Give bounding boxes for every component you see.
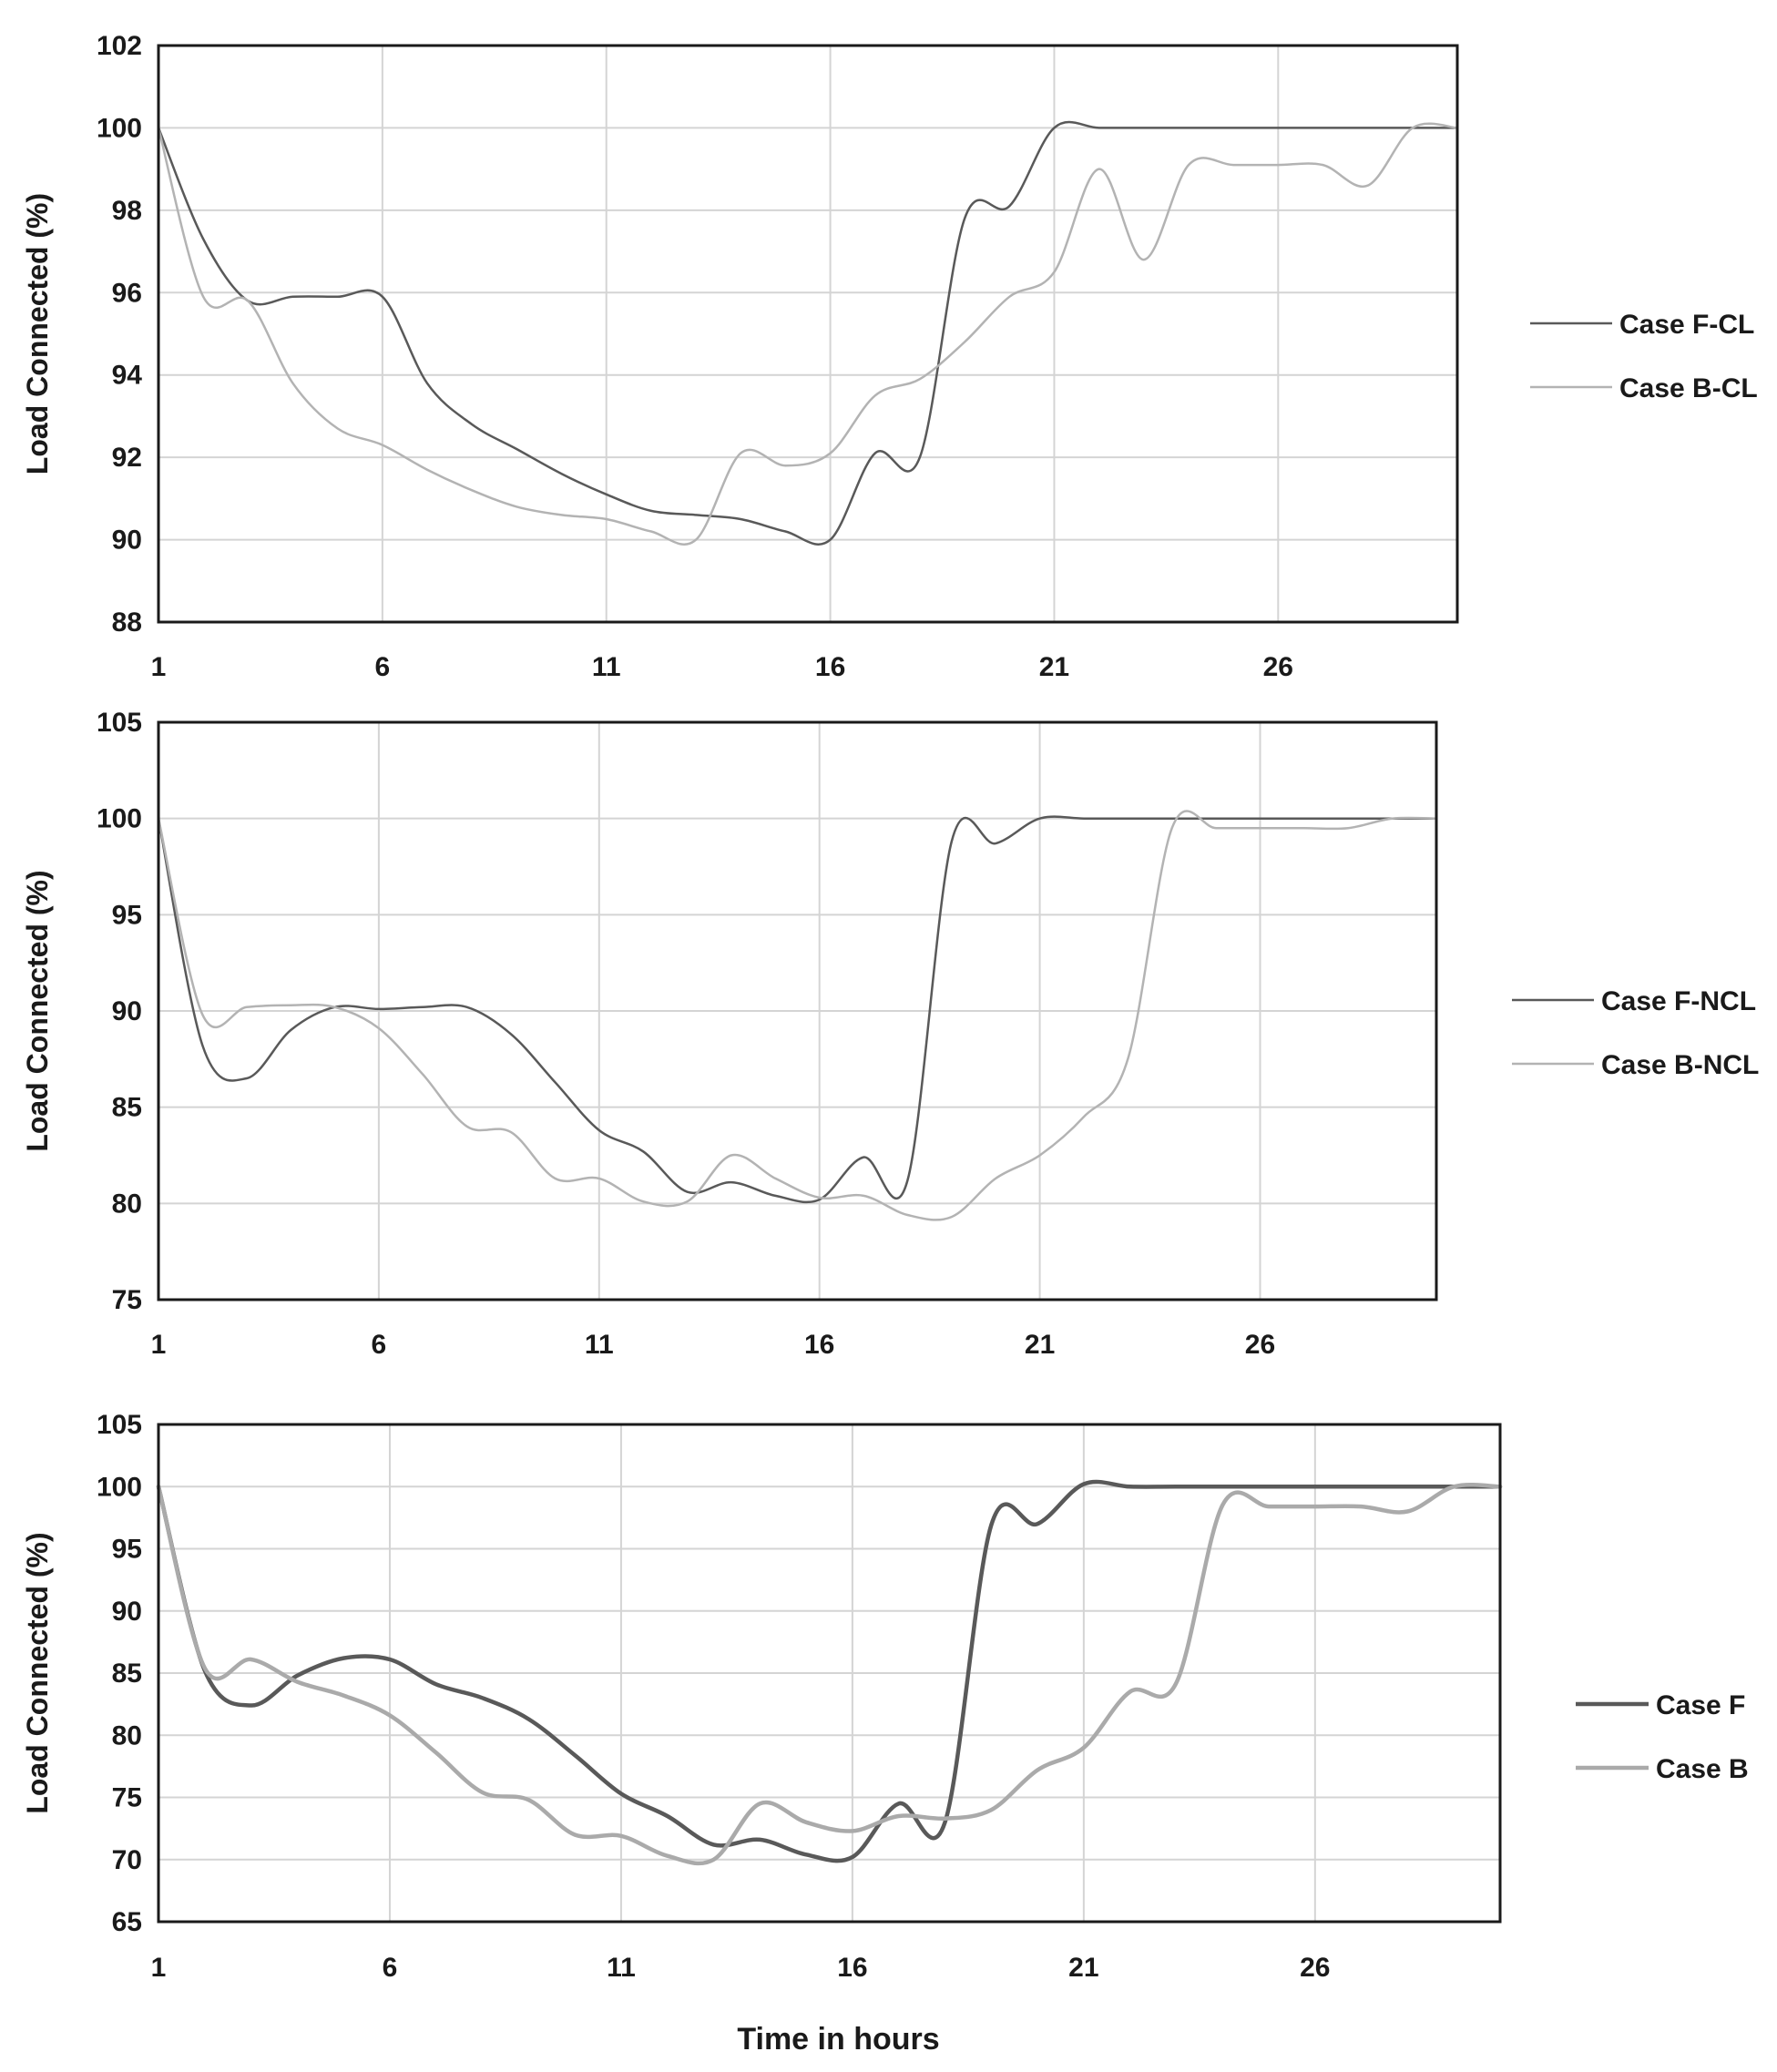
series-line-1 xyxy=(157,815,1438,1204)
x-tick-label: 11 xyxy=(592,652,621,682)
x-tick-label: 26 xyxy=(1245,1330,1275,1360)
x-tick-label: 11 xyxy=(607,1953,636,1983)
legend-label: Case F-NCL xyxy=(1601,986,1756,1016)
y-tick-label: 100 xyxy=(97,1472,142,1502)
x-tick-label: 21 xyxy=(1068,1953,1098,1983)
x-tick-label: 16 xyxy=(815,652,845,682)
series-line-2 xyxy=(157,122,1459,546)
y-axis-label: Load Connected (%) xyxy=(21,870,54,1151)
legend-label: Case B-CL xyxy=(1619,373,1758,403)
y-tick-label: 90 xyxy=(112,526,142,556)
y-tick-label: 102 xyxy=(97,31,142,61)
y-tick-label: 94 xyxy=(112,361,143,391)
x-tick-label: 26 xyxy=(1300,1953,1330,1983)
series-line-1 xyxy=(157,120,1459,546)
series-line-2 xyxy=(157,810,1438,1221)
y-tick-label: 80 xyxy=(112,1720,142,1750)
x-axis-label: Time in hours xyxy=(737,2022,939,2057)
y-tick-label: 70 xyxy=(112,1845,142,1875)
y-tick-label: 80 xyxy=(112,1189,142,1219)
x-tick-label: 11 xyxy=(585,1330,614,1360)
legend-label: Case B xyxy=(1656,1754,1749,1784)
x-tick-label: 6 xyxy=(375,652,391,682)
y-tick-label: 85 xyxy=(112,1093,142,1123)
legend-label: Case F-CL xyxy=(1619,310,1754,340)
plot-frame xyxy=(157,1423,1502,1924)
x-tick-label: 21 xyxy=(1025,1330,1055,1360)
y-tick-label: 100 xyxy=(97,804,142,834)
y-tick-label: 100 xyxy=(97,113,142,143)
y-tick-label: 65 xyxy=(112,1907,142,1937)
y-tick-label: 85 xyxy=(112,1659,142,1689)
y-tick-label: 105 xyxy=(97,1410,142,1440)
series-line-1 xyxy=(156,1479,1503,1863)
y-tick-label: 95 xyxy=(112,1535,142,1565)
y-tick-label: 92 xyxy=(112,443,142,473)
x-tick-label: 6 xyxy=(383,1953,398,1983)
x-tick-label: 21 xyxy=(1039,652,1069,682)
x-tick-label: 1 xyxy=(151,1330,167,1360)
y-tick-label: 96 xyxy=(112,278,142,308)
y-tick-label: 90 xyxy=(112,996,142,1026)
legend-label: Case B-NCL xyxy=(1601,1050,1759,1080)
series-line-2 xyxy=(156,1483,1503,1866)
x-tick-label: 16 xyxy=(837,1953,867,1983)
y-tick-label: 95 xyxy=(112,900,142,930)
y-tick-label: 105 xyxy=(97,708,142,738)
plot-frame xyxy=(157,44,1459,624)
y-tick-label: 90 xyxy=(112,1597,142,1627)
x-tick-label: 1 xyxy=(151,1953,167,1983)
x-tick-label: 1 xyxy=(151,652,167,682)
y-tick-label: 98 xyxy=(112,196,142,226)
plot-frame xyxy=(157,720,1438,1301)
y-axis-label: Load Connected (%) xyxy=(21,1532,54,1813)
x-tick-label: 26 xyxy=(1263,652,1293,682)
y-tick-label: 75 xyxy=(112,1285,142,1315)
legend-label: Case F xyxy=(1656,1690,1745,1720)
y-tick-label: 75 xyxy=(112,1783,142,1813)
y-tick-label: 88 xyxy=(112,607,142,638)
y-axis-label: Load Connected (%) xyxy=(21,193,54,475)
x-tick-label: 16 xyxy=(804,1330,834,1360)
x-tick-label: 6 xyxy=(372,1330,387,1360)
